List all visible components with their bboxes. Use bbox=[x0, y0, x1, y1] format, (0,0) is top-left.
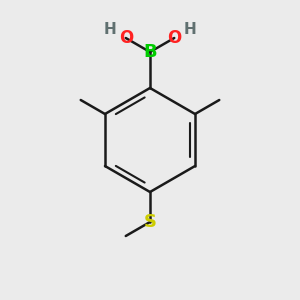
Text: H: H bbox=[184, 22, 196, 37]
Text: S: S bbox=[143, 213, 157, 231]
Text: B: B bbox=[143, 43, 157, 61]
Text: H: H bbox=[104, 22, 116, 37]
Text: O: O bbox=[118, 29, 133, 47]
Text: O: O bbox=[167, 29, 182, 47]
